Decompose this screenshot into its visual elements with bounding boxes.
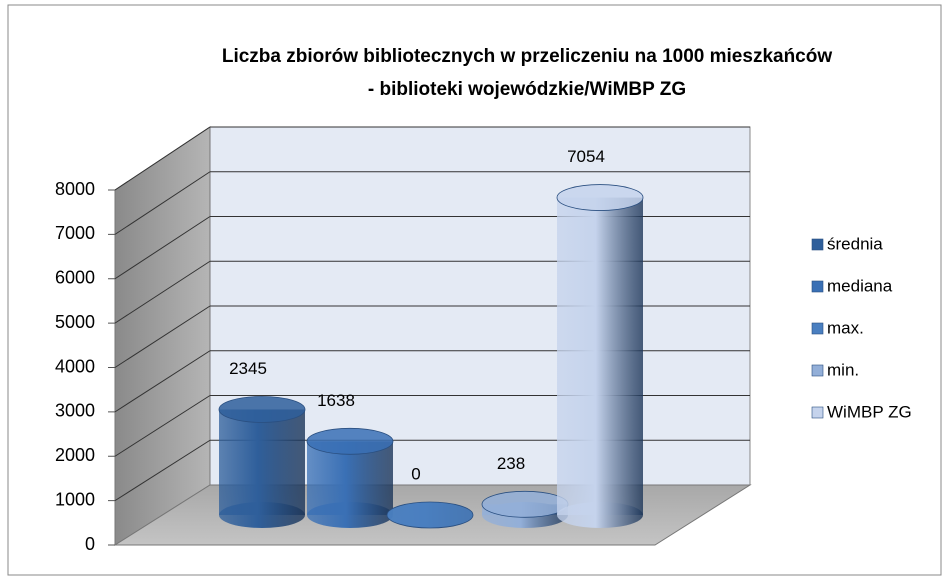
cylinder-top [386,501,474,529]
y-tick-label: 3000 [55,401,95,421]
data-label: 1638 [317,391,355,410]
cylinder [556,184,644,528]
legend-swatch [811,238,824,251]
legend-swatch [811,364,824,377]
cylinder [386,501,474,529]
cylinder-body [557,197,643,515]
y-tick-label: 6000 [55,268,95,288]
data-label: 238 [497,454,525,473]
y-tick-label: 1000 [55,489,95,509]
y-tick-label: 0 [85,534,95,554]
cylinder-body [219,409,305,515]
y-tick-label: 4000 [55,356,95,376]
legend-label: max. [827,318,864,337]
grid-line [114,126,211,191]
data-label: 7054 [567,147,605,166]
grid-line [114,439,211,502]
legend-label: mediana [827,276,893,295]
legend-swatch [811,280,824,293]
grid-line [114,216,211,280]
grid-line [114,305,211,368]
cylinder-top [481,490,569,518]
y-tick-label: 5000 [55,312,95,332]
data-label: 0 [411,464,420,483]
legend-label: min. [827,360,859,379]
y-tick-label: 2000 [55,445,95,465]
chart-title: - biblioteki wojewódzkie/WiMBP ZG [368,79,686,100]
legend-swatch [811,322,824,335]
legend: średnia mediana max. min. WiMBP ZG [811,234,912,421]
grid-line [114,260,211,324]
grid-line [114,395,211,457]
cylinder-top [306,427,394,455]
y-tick-label: 7000 [55,223,95,243]
grid-line [114,350,211,413]
cylinder [481,490,569,528]
y-tick-label: 8000 [55,179,95,199]
legend-label: średnia [827,234,883,253]
grid-line [114,171,211,235]
plot: 2345 1638 0 238 7054 [218,147,644,529]
data-label: 2345 [229,359,267,378]
cylinder-top [556,184,644,211]
cylinder-top [218,396,306,423]
side-wall [114,126,211,546]
legend-swatch [811,406,824,419]
cylinder [218,396,306,528]
chart-title: Liczba zbiorów bibliotecznych w przelicz… [222,46,832,67]
cylinder [306,427,394,528]
legend-label: WiMBP ZG [827,402,912,421]
